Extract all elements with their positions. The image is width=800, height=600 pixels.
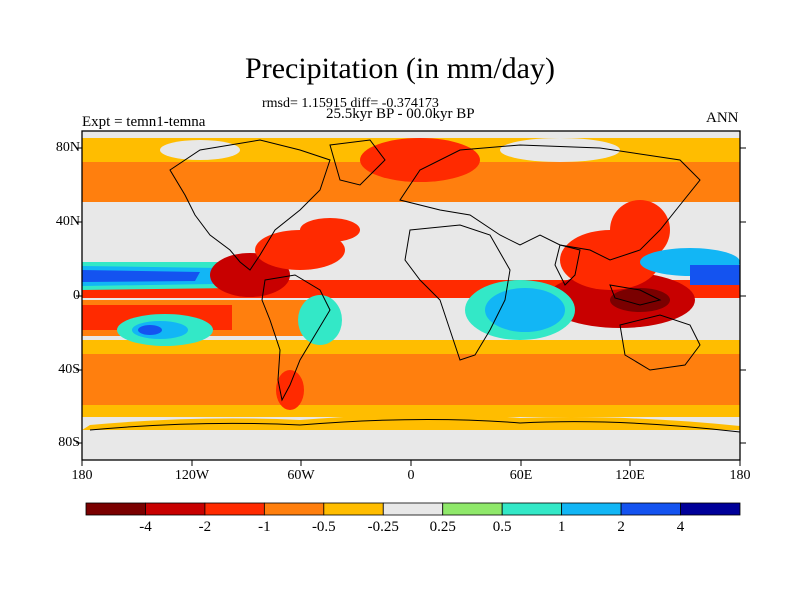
- lon-tick-marks: [81, 460, 741, 466]
- colorbar-swatch: [263, 502, 325, 516]
- colorbar-swatch: [620, 502, 681, 516]
- lon-label-120e: 120E: [615, 468, 645, 483]
- experiment-label: Expt = temn1-temna: [82, 114, 206, 130]
- season-label: ANN: [706, 110, 739, 126]
- colorbar-label: -0.5: [311, 519, 336, 535]
- colorbar-label: 4: [676, 519, 685, 535]
- lat-label-40n: 40N: [55, 214, 80, 229]
- colorbar-swatch: [382, 502, 444, 516]
- colorbar-swatch: [501, 502, 563, 516]
- colorbar-swatch: [85, 502, 146, 516]
- colorbar-label: 0.25: [429, 519, 456, 535]
- lat-label-80s: 80S: [58, 435, 80, 450]
- lon-label-0: 0: [407, 468, 415, 483]
- colorbar-label: 1: [557, 519, 566, 535]
- lon-label-120w: 120W: [174, 468, 210, 483]
- precip-field: [82, 131, 740, 460]
- plot-title: Precipitation (in mm/day): [245, 52, 555, 85]
- colorbar-label: -0.25: [367, 519, 399, 535]
- colorbar-label: -1: [258, 519, 271, 535]
- colorbar-swatch: [204, 502, 265, 516]
- colorbar-label: 0.5: [492, 519, 512, 535]
- colorbar-swatch: [442, 502, 503, 516]
- lon-label-60e: 60E: [509, 468, 533, 483]
- lon-label-180w: 180: [71, 468, 93, 483]
- lon-label-60w: 60W: [287, 468, 315, 483]
- colorbar-swatch: [561, 502, 622, 516]
- lat-label-0: 0: [73, 288, 80, 303]
- colorbar-swatch: [680, 502, 741, 516]
- coastlines: [89, 139, 740, 433]
- colorbar-label: -2: [198, 519, 212, 535]
- lat-label-40s: 40S: [58, 362, 80, 377]
- colorbar-label: 2: [617, 519, 625, 535]
- colorbar-swatch: [145, 502, 206, 516]
- colorbar: [85, 502, 741, 516]
- lat-label-80n: 80N: [55, 140, 80, 155]
- lat-tick-marks: [76, 147, 746, 444]
- period-line: 25.5kyr BP - 00.0kyr BP: [326, 106, 475, 122]
- stats-line: rmsd= 1.15915 diff= -0.374173: [262, 96, 439, 111]
- lon-label-180e: 180: [729, 468, 751, 483]
- colorbar-label: -4: [139, 519, 152, 535]
- colorbar-swatch: [323, 502, 384, 516]
